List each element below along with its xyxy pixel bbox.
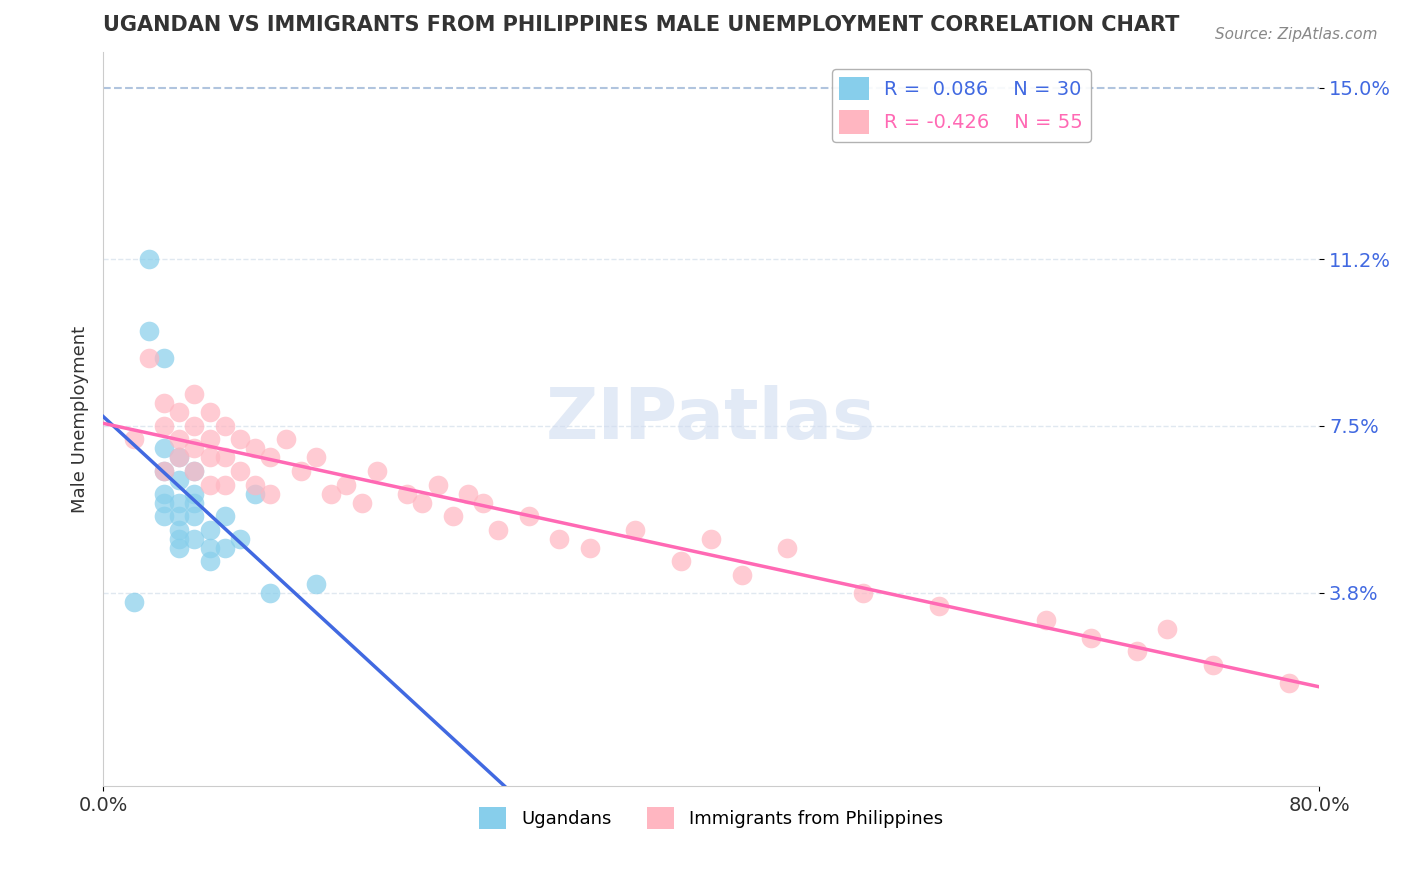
Point — [153, 495, 176, 509]
Point — [548, 532, 571, 546]
Point — [928, 599, 950, 614]
Point — [624, 523, 647, 537]
Point — [167, 532, 190, 546]
Point — [138, 324, 160, 338]
Point — [167, 450, 190, 465]
Point — [198, 450, 221, 465]
Point — [198, 554, 221, 568]
Point — [305, 576, 328, 591]
Point — [214, 509, 236, 524]
Point — [335, 477, 357, 491]
Point — [167, 541, 190, 555]
Point — [472, 495, 495, 509]
Text: UGANDAN VS IMMIGRANTS FROM PHILIPPINES MALE UNEMPLOYMENT CORRELATION CHART: UGANDAN VS IMMIGRANTS FROM PHILIPPINES M… — [103, 15, 1180, 35]
Point — [167, 495, 190, 509]
Point — [167, 509, 190, 524]
Point — [259, 585, 281, 599]
Point — [167, 473, 190, 487]
Point — [426, 477, 449, 491]
Point — [138, 351, 160, 366]
Point — [167, 450, 190, 465]
Point — [229, 532, 252, 546]
Point — [153, 486, 176, 500]
Point — [198, 405, 221, 419]
Point — [198, 541, 221, 555]
Legend: Ugandans, Immigrants from Philippines: Ugandans, Immigrants from Philippines — [472, 800, 950, 836]
Point — [183, 442, 205, 456]
Point — [153, 442, 176, 456]
Point — [214, 418, 236, 433]
Point — [396, 486, 419, 500]
Point — [229, 433, 252, 447]
Point — [366, 464, 388, 478]
Point — [1202, 657, 1225, 672]
Point — [350, 495, 373, 509]
Point — [669, 554, 692, 568]
Point — [486, 523, 509, 537]
Point — [852, 585, 875, 599]
Point — [1156, 622, 1178, 636]
Point — [183, 495, 205, 509]
Point — [243, 442, 266, 456]
Point — [1278, 675, 1301, 690]
Point — [1126, 644, 1149, 658]
Point — [274, 433, 297, 447]
Point — [153, 464, 176, 478]
Point — [183, 418, 205, 433]
Point — [214, 541, 236, 555]
Point — [457, 486, 479, 500]
Point — [411, 495, 433, 509]
Point — [776, 541, 799, 555]
Point — [167, 523, 190, 537]
Point — [259, 486, 281, 500]
Y-axis label: Male Unemployment: Male Unemployment — [72, 326, 89, 513]
Point — [1035, 613, 1057, 627]
Point — [183, 464, 205, 478]
Point — [259, 450, 281, 465]
Point — [730, 567, 752, 582]
Point — [183, 464, 205, 478]
Point — [243, 486, 266, 500]
Point — [153, 418, 176, 433]
Text: Source: ZipAtlas.com: Source: ZipAtlas.com — [1215, 27, 1378, 42]
Point — [153, 464, 176, 478]
Point — [305, 450, 328, 465]
Point — [321, 486, 343, 500]
Point — [1080, 631, 1102, 645]
Point — [122, 433, 145, 447]
Point — [578, 541, 600, 555]
Point — [198, 433, 221, 447]
Point — [517, 509, 540, 524]
Point — [214, 450, 236, 465]
Point — [153, 351, 176, 366]
Point — [183, 387, 205, 401]
Point — [183, 532, 205, 546]
Point — [198, 477, 221, 491]
Point — [167, 405, 190, 419]
Point — [229, 464, 252, 478]
Point — [153, 509, 176, 524]
Point — [441, 509, 464, 524]
Point — [122, 595, 145, 609]
Point — [290, 464, 312, 478]
Point — [214, 477, 236, 491]
Point — [153, 396, 176, 410]
Point — [243, 477, 266, 491]
Point — [138, 252, 160, 267]
Point — [183, 509, 205, 524]
Point — [198, 523, 221, 537]
Point — [167, 433, 190, 447]
Point — [700, 532, 723, 546]
Text: ZIPatlas: ZIPatlas — [546, 384, 876, 454]
Point — [183, 486, 205, 500]
